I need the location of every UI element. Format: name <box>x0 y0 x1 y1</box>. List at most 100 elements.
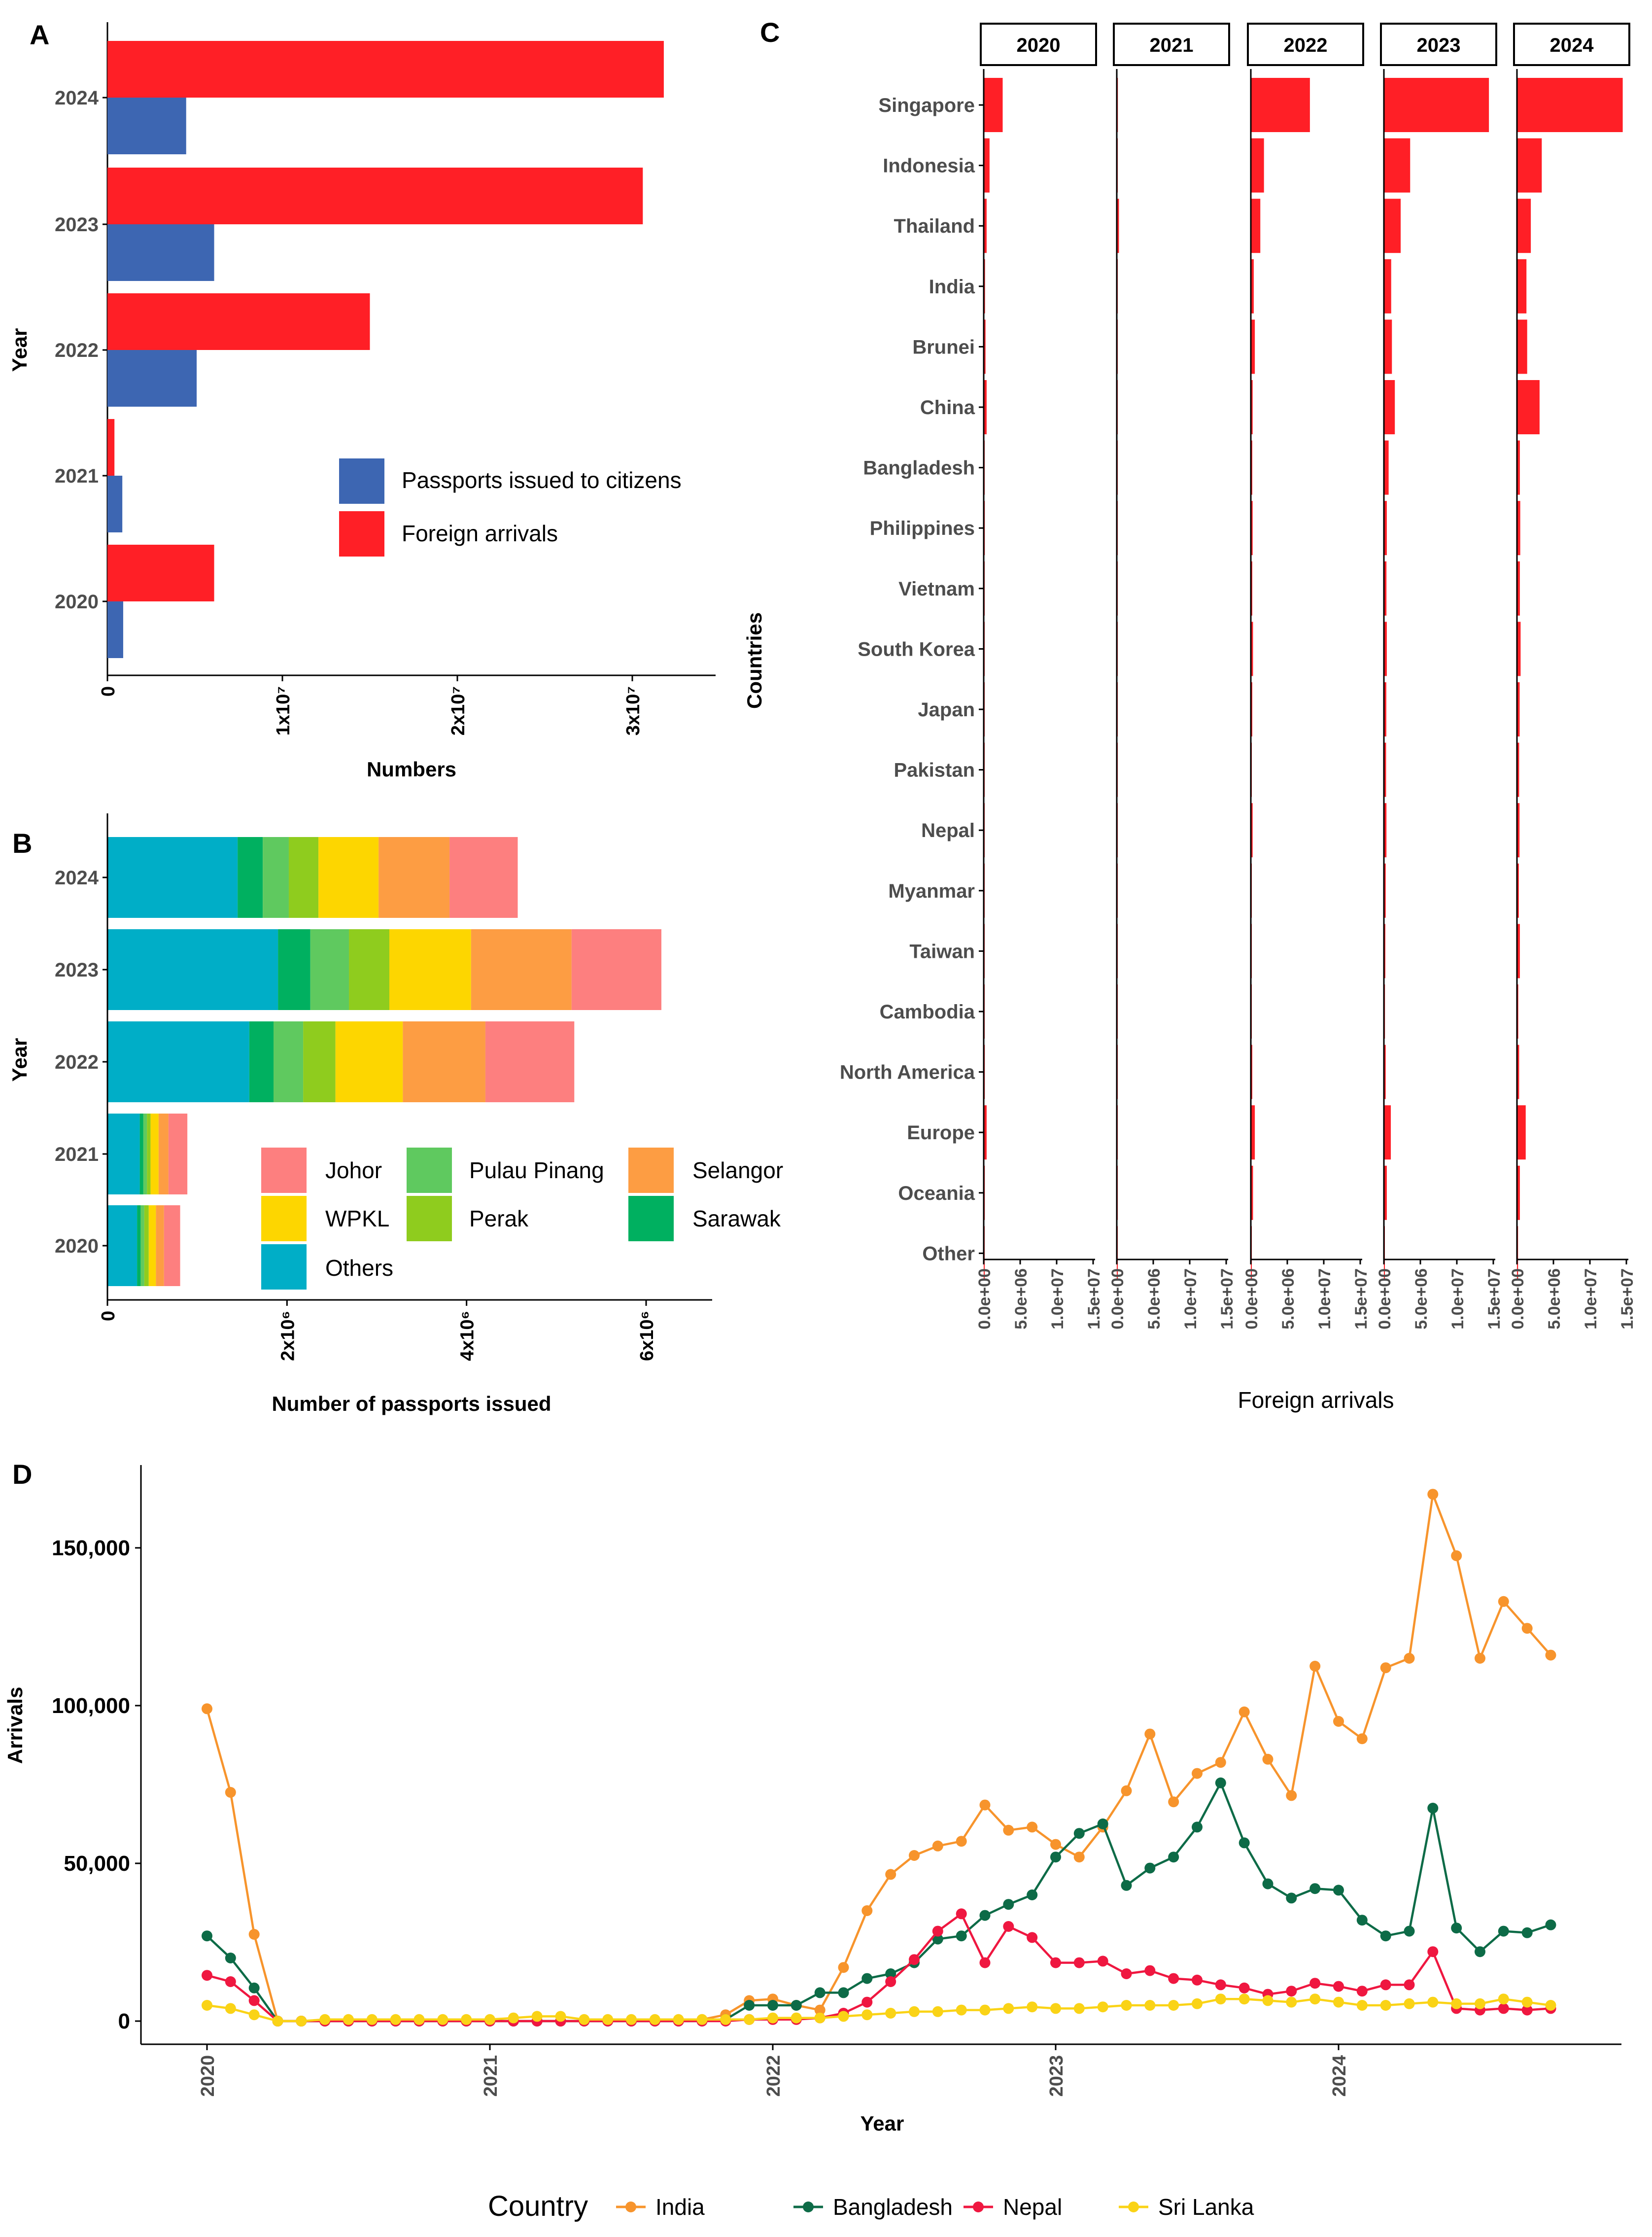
bar-2024-vietnam <box>1517 561 1520 616</box>
point-india-43 <box>1215 1757 1226 1768</box>
panel-b-xtick-label-0: 0 <box>98 1311 119 1321</box>
point-nepal-31 <box>932 1925 943 1937</box>
point-sri-lanka-20 <box>673 2014 684 2025</box>
point-sri-lanka-5 <box>319 2014 331 2025</box>
point-bangladesh-51 <box>1404 1925 1415 1937</box>
point-sri-lanka-21 <box>696 2014 708 2025</box>
bar-2024-myanmar <box>1517 863 1519 918</box>
legend-marker-india <box>625 2202 636 2212</box>
legend-label-wpkl: WPKL <box>325 1206 389 1231</box>
point-sri-lanka-37 <box>1073 2003 1085 2014</box>
panel-c-ytick-label-philippines: Philippines <box>870 518 975 539</box>
bar-segment-others-2023 <box>107 929 278 1010</box>
bar-2024-pakistan <box>1517 742 1519 797</box>
point-sri-lanka-32 <box>956 2004 967 2016</box>
panel-b-xtick-label-2: 4x10⁶ <box>457 1311 478 1361</box>
bar-2024-japan <box>1517 682 1520 736</box>
point-india-50 <box>1380 1662 1391 1674</box>
panel-d-xtick-label-2023: 2023 <box>1046 2055 1067 2097</box>
bar-segment-perak-2021 <box>147 1114 151 1194</box>
facet-strip-label-2023: 2023 <box>1417 35 1461 56</box>
point-sri-lanka-22 <box>720 2014 731 2025</box>
panel-c-ylabel: Countries <box>743 612 766 709</box>
bar-2024-bangladesh <box>1517 440 1520 495</box>
point-bangladesh-49 <box>1356 1915 1368 1926</box>
point-bangladesh-52 <box>1427 1803 1439 1814</box>
bar-segment-pulau-pinang-2021 <box>143 1114 147 1194</box>
panel-a-ytick-label-2024: 2024 <box>55 87 99 109</box>
point-bangladesh-0 <box>202 1930 212 1942</box>
point-india-39 <box>1121 1785 1132 1796</box>
bar-segment-wpkl-2023 <box>389 929 471 1010</box>
point-nepal-0 <box>202 1970 212 1981</box>
point-india-36 <box>1050 1839 1061 1850</box>
facet-strip-2020 <box>980 23 1097 66</box>
point-sri-lanka-7 <box>366 2014 378 2025</box>
bar-2023-north-america <box>1384 1045 1386 1099</box>
point-india-51 <box>1404 1653 1415 1664</box>
bar-2024-philippines <box>1517 501 1520 556</box>
point-sri-lanka-18 <box>626 2014 637 2025</box>
point-india-44 <box>1239 1706 1250 1717</box>
bar-segment-wpkl-2024 <box>318 837 379 918</box>
point-sri-lanka-17 <box>602 2014 614 2025</box>
point-sri-lanka-11 <box>461 2014 472 2025</box>
panel-c-ytick-label-singapore: Singapore <box>878 95 975 116</box>
point-india-48 <box>1333 1716 1344 1727</box>
point-sri-lanka-2 <box>248 2009 260 2021</box>
panel-c-ytick-label-bangladesh: Bangladesh <box>863 457 975 479</box>
legend-swatch-pulau-pinang <box>407 1148 452 1193</box>
bar-2020-thailand <box>984 199 987 253</box>
facet-2021-xtick-label-2: 1.0e+07 <box>1181 1268 1200 1329</box>
panel-a-xtick-label-0: 0 <box>98 686 119 697</box>
point-india-32 <box>956 1836 967 1847</box>
bar-2023-vietnam <box>1384 561 1387 616</box>
point-sri-lanka-23 <box>744 2014 755 2025</box>
bar-2022-south-korea <box>1251 622 1253 676</box>
panel-b-xtick-label-3: 6x10⁶ <box>637 1311 657 1361</box>
legend-swatch-wpkl <box>261 1196 307 1241</box>
point-nepal-44 <box>1239 1982 1250 1993</box>
bar-2023-south-korea <box>1384 622 1387 676</box>
panel-c-ytick-label-north-america: North America <box>840 1062 975 1084</box>
bar-foreign-arrivals-2021 <box>107 419 115 476</box>
panel-label-d: D <box>12 1459 32 1490</box>
point-india-1 <box>225 1787 236 1798</box>
point-india-42 <box>1192 1768 1203 1779</box>
facet-2023-xtick-label-2: 1.0e+07 <box>1448 1268 1467 1329</box>
panel-d-ytick-label-3: 150,000 <box>52 1536 130 1560</box>
point-nepal-29 <box>885 1976 896 1987</box>
legend-label-pulau-pinang: Pulau Pinang <box>469 1157 604 1183</box>
legend-label-nepal: Nepal <box>1003 2194 1062 2220</box>
bar-foreign-arrivals-2022 <box>107 293 370 350</box>
point-bangladesh-45 <box>1262 1878 1273 1889</box>
point-bangladesh-34 <box>1003 1899 1014 1910</box>
legend-label-selangor: Selangor <box>692 1157 783 1183</box>
facet-strip-label-2022: 2022 <box>1284 35 1328 56</box>
legend-swatch-others <box>261 1244 307 1290</box>
point-sri-lanka-45 <box>1262 1995 1273 2006</box>
facet-strip-label-2021: 2021 <box>1150 35 1194 56</box>
point-sri-lanka-31 <box>932 2006 943 2017</box>
bar-foreign-arrivals-2023 <box>107 168 643 224</box>
panel-c-ytick-label-myanmar: Myanmar <box>888 880 975 902</box>
point-bangladesh-57 <box>1545 1919 1556 1930</box>
panel-d-ytick-label-2: 100,000 <box>52 1694 130 1718</box>
bar-2022-philippines <box>1251 501 1253 556</box>
panel-a-xlabel: Numbers <box>367 758 456 781</box>
panel-b-passports-by-state: Year Number of passports issued 2020 2021… <box>8 813 783 1415</box>
bar-passports-2022 <box>107 350 197 407</box>
point-nepal-1 <box>225 1976 236 1987</box>
point-bangladesh-32 <box>956 1930 967 1942</box>
point-nepal-38 <box>1097 1956 1108 1967</box>
point-bangladesh-25 <box>791 2000 802 2011</box>
bar-segment-sarawak-2021 <box>139 1114 143 1194</box>
facet-2022-xtick-label-3: 1.5e+07 <box>1352 1268 1371 1329</box>
bar-segment-perak-2022 <box>303 1021 336 1102</box>
point-sri-lanka-13 <box>508 2012 519 2024</box>
bar-2024-oceania <box>1517 1165 1520 1220</box>
panel-c-ytick-label-cambodia: Cambodia <box>880 1001 975 1023</box>
panel-c-ytick-label-vietnam: Vietnam <box>898 578 975 600</box>
facet-strip-label-2020: 2020 <box>1017 35 1061 56</box>
point-india-26 <box>814 2004 826 2016</box>
